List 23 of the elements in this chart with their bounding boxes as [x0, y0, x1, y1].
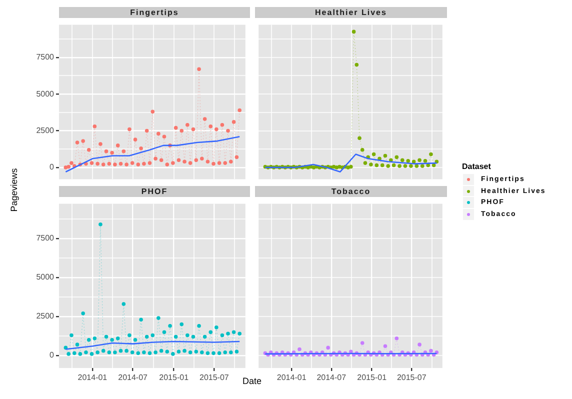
x-tick-label: 2015-01	[159, 373, 190, 382]
x-tick-label: 2014-01	[276, 373, 307, 382]
y-tick-label: 0	[50, 162, 55, 172]
y-tick-label: 2500	[36, 312, 55, 321]
y-tick-label: 7500	[36, 234, 55, 243]
chart-title: Healthier Lives	[255, 7, 447, 18]
y-tick-label: 5000	[36, 89, 55, 98]
chart-title: Tobacco	[255, 186, 447, 197]
y-tick-label: 5000	[36, 272, 55, 282]
y-tick-label: 7500	[36, 52, 55, 62]
x-tick-label: 2015-07	[200, 373, 230, 382]
x-axis-title: Date	[242, 376, 262, 386]
y-tick-label: 0	[50, 350, 55, 360]
x-tick-label: 2014-07	[118, 373, 148, 382]
x-tick-label: 2014-07	[316, 373, 347, 382]
chart-title: PHOF	[59, 186, 250, 197]
legend-title: Dataset	[462, 162, 492, 171]
y-tick-label: 2500	[36, 126, 55, 135]
x-tick-label: 2015-07	[396, 373, 427, 382]
x-tick-label: 2015-01	[357, 373, 388, 382]
x-tick-label: 2014-01	[78, 373, 108, 382]
y-axis-title: Pageviews	[9, 168, 19, 212]
chart-title: Fingertips	[59, 7, 250, 18]
